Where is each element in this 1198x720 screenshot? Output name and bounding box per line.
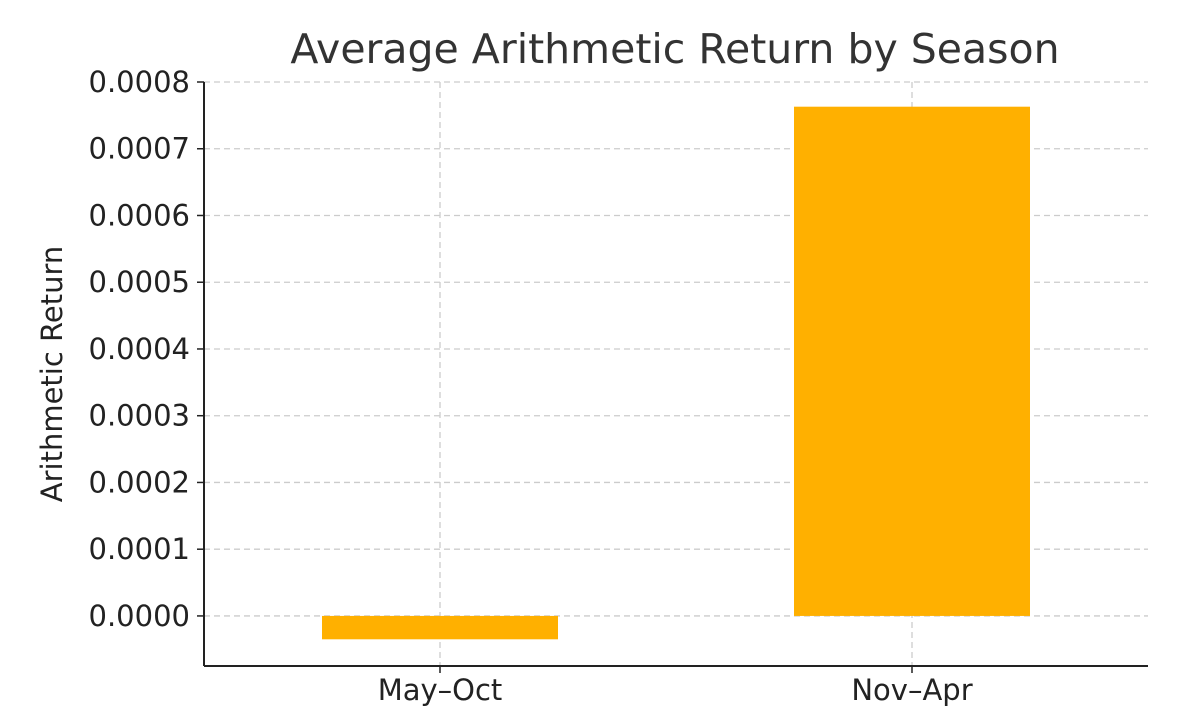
bars [322, 106, 1030, 640]
x-ticks: May–Oct Nov–Apr [378, 666, 973, 707]
y-tick-label: 0.0004 [89, 332, 190, 366]
chart-title: Average Arithmetic Return by Season [290, 25, 1059, 73]
y-axis-label: Arithmetic Return [35, 246, 69, 502]
axes [203, 82, 1148, 667]
y-tick-label: 0.0000 [89, 599, 190, 633]
y-ticks: 0.0000 0.0001 0.0002 0.0003 0.0004 0.0005 0.00… [89, 65, 204, 633]
y-tick-label: 0.0003 [89, 399, 190, 433]
y-tick-label: 0.0008 [89, 65, 190, 99]
bar [322, 615, 558, 640]
y-tick-label: 0.0002 [89, 465, 190, 499]
x-tick-label: Nov–Apr [851, 673, 972, 707]
y-tick-label: 0.0001 [89, 532, 190, 566]
y-tick-label: 0.0005 [89, 265, 190, 299]
bar [794, 106, 1030, 616]
y-tick-label: 0.0006 [89, 198, 190, 232]
x-tick-label: May–Oct [378, 673, 503, 707]
y-tick-label: 0.0007 [89, 132, 190, 166]
